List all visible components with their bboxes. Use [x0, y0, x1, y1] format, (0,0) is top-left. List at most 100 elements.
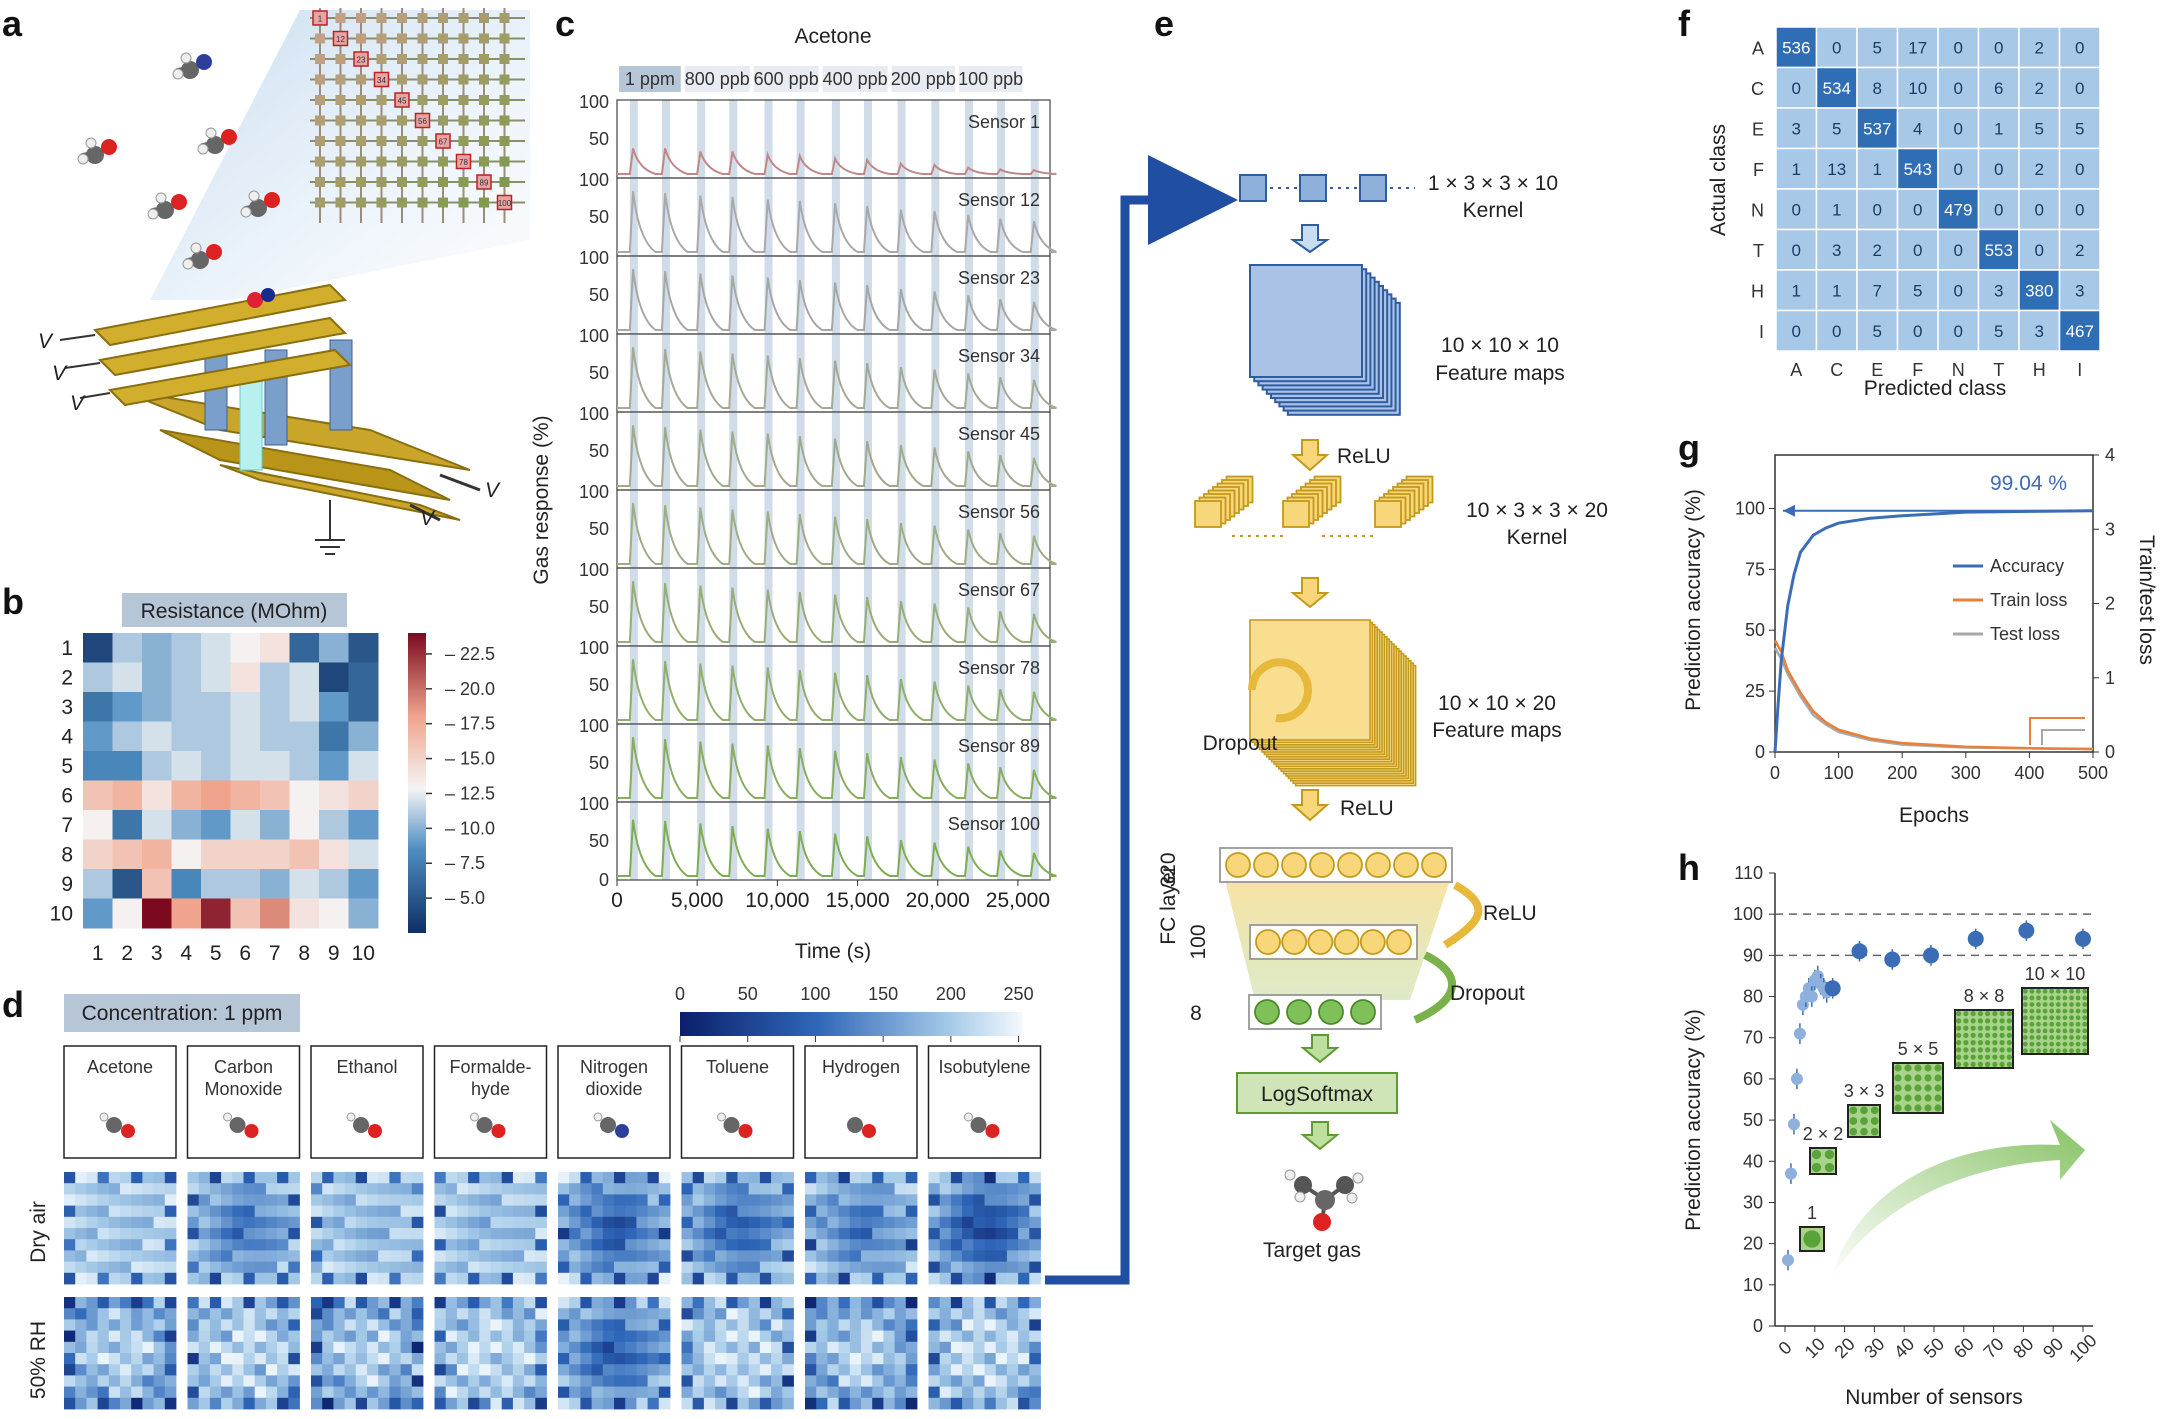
response-map-cell: [861, 1272, 873, 1285]
gas-pulse-band: [863, 568, 872, 646]
response-map-cell: [164, 1205, 177, 1218]
response-map-cell: [367, 1228, 379, 1240]
heatmap-cell: [230, 751, 261, 781]
heatmap-cell: [348, 839, 379, 870]
response-map-cell: [490, 1172, 503, 1184]
response-map-cell: [928, 1341, 941, 1354]
confusion-cell: [2058, 188, 2101, 231]
response-map-cell: [142, 1239, 154, 1251]
response-map-cell: [838, 1308, 851, 1320]
grid-sensor-node: [479, 136, 489, 146]
heatmap-title: Resistance (MOhm): [141, 600, 328, 623]
response-map-cell: [872, 1216, 884, 1229]
heatmap-row-label: 7: [61, 814, 73, 837]
confusion-value: 0: [1954, 119, 1963, 138]
response-map-cell: [389, 1216, 401, 1229]
response-map-cell: [75, 1261, 87, 1274]
gas-card: [927, 1045, 1042, 1159]
response-map-cell: [221, 1261, 233, 1274]
heatmap-cell: [171, 692, 202, 722]
heatmap-cell: [142, 692, 172, 722]
response-map-cell: [962, 1375, 974, 1387]
response-map-cell: [164, 1261, 177, 1274]
response-map-cell: [569, 1183, 581, 1195]
response-map-cell: [838, 1183, 851, 1195]
response-map-cell: [108, 1397, 121, 1410]
response-map-cell: [692, 1250, 705, 1262]
grid-sensor-label: 34: [377, 76, 386, 85]
response-map-cell: [490, 1375, 503, 1387]
fmap2-size: 10 × 10 × 20: [1438, 692, 1556, 715]
response-map-cell: [479, 1228, 491, 1240]
train-loss-axis-pointer: [2029, 717, 2085, 745]
response-map-cell: [636, 1386, 648, 1399]
grid-sensor-node: [458, 54, 469, 64]
response-map-cell: [984, 1397, 997, 1410]
response-map-cell: [905, 1341, 918, 1354]
g-ytick-right-label: 2: [2105, 594, 2115, 614]
response-map-cell: [715, 1216, 727, 1229]
response-map-cell: [232, 1228, 244, 1240]
confusion-value: 0: [1832, 322, 1841, 341]
response-map-cell: [108, 1261, 121, 1274]
response-map-cell: [164, 1194, 177, 1206]
response-map-cell: [198, 1205, 211, 1218]
response-map-cell: [333, 1308, 345, 1320]
sensor-trace-label: Sensor 34: [958, 346, 1040, 366]
gas-card: [63, 1045, 177, 1159]
response-map-cell: [894, 1341, 907, 1354]
response-map-cell: [928, 1319, 941, 1331]
response-map-cell: [445, 1397, 458, 1410]
gas-pulse-band: [831, 412, 840, 490]
response-map-cell: [164, 1239, 177, 1251]
response-map-cell: [389, 1375, 401, 1387]
response-map-cell: [434, 1375, 447, 1387]
response-map-cell: [647, 1183, 660, 1195]
response-map-cell: [995, 1319, 1008, 1331]
response-map-cell: [950, 1261, 963, 1274]
response-map-cell: [939, 1397, 952, 1410]
response-map-cell: [153, 1183, 166, 1195]
response-map-cell: [277, 1319, 289, 1331]
response-map-cell: [782, 1272, 794, 1285]
response-map-cell: [198, 1330, 211, 1343]
response-map-cell: [950, 1353, 963, 1365]
grid-sensor-label: 23: [357, 56, 366, 65]
response-map-cell: [232, 1272, 244, 1285]
response-map-cell: [142, 1205, 154, 1218]
response-map-cell: [1029, 1330, 1041, 1343]
colorbar-tick-label: – 5.0: [445, 888, 485, 908]
response-map-cell: [658, 1397, 671, 1410]
response-map-cell: [187, 1375, 200, 1387]
heatmap-cell: [319, 662, 349, 693]
response-map-cell: [265, 1216, 278, 1229]
response-map-cell: [625, 1216, 637, 1229]
response-map-cell: [209, 1330, 222, 1343]
response-map-cell: [928, 1250, 941, 1262]
response-map-cell: [905, 1353, 918, 1365]
grid-sensor-node: [417, 177, 428, 187]
fc-neuron: [1393, 852, 1419, 878]
voltage-label-2: V: [52, 362, 68, 385]
response-map-cell: [692, 1353, 705, 1365]
response-map-cell: [558, 1172, 570, 1184]
response-map-cell: [75, 1297, 87, 1309]
response-map-cell: [715, 1183, 727, 1195]
confusion-value: 10: [1908, 79, 1927, 98]
response-map-cell: [468, 1364, 480, 1376]
dropout-2-arrow: [1413, 951, 1457, 1024]
response-map-cell: [1018, 1228, 1030, 1240]
gas-pulse-band: [997, 646, 1006, 724]
response-map-cell: [591, 1183, 604, 1195]
response-map-cell: [569, 1216, 581, 1229]
response-map-cell: [771, 1308, 783, 1320]
response-map-cell: [827, 1341, 839, 1354]
response-map-cell: [75, 1172, 87, 1184]
response-map-cell: [558, 1228, 570, 1240]
response-map-cell: [490, 1239, 503, 1251]
response-map-cell: [524, 1250, 536, 1262]
response-map-cell: [232, 1375, 244, 1387]
response-map-cell: [512, 1386, 525, 1399]
